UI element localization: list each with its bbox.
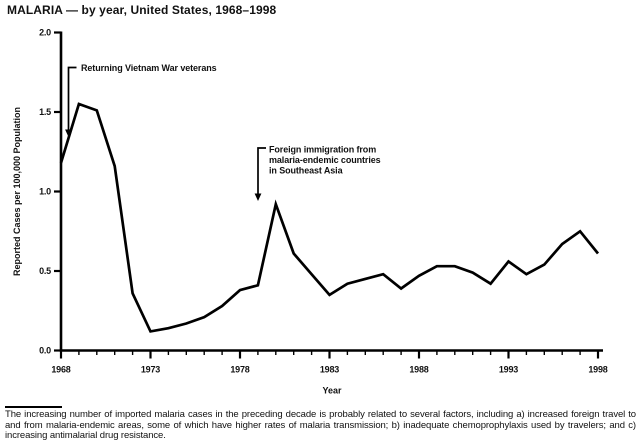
y-tick-label: 2.0 — [39, 28, 51, 38]
y-tick-label: 1.0 — [39, 187, 51, 197]
y-tick-label: 1.5 — [39, 107, 51, 117]
malaria-data-line — [59, 102, 600, 333]
x-tick-label: 1968 — [51, 365, 70, 375]
x-tick-label: 1998 — [588, 365, 607, 375]
x-tick-label: 1988 — [409, 365, 428, 375]
annotation-bracket — [257, 147, 266, 196]
annotation-text: Foreign immigration from — [269, 145, 376, 155]
y-tick-label: 0.0 — [39, 346, 51, 356]
y-tick-label: 0.5 — [39, 266, 51, 276]
annotation-text: in Southeast Asia — [269, 166, 344, 176]
footnote: The increasing number of imported malari… — [5, 406, 636, 442]
x-tick-label: 1973 — [141, 365, 160, 375]
annotation-arrowhead — [254, 193, 262, 201]
x-tick-label: 1983 — [320, 365, 339, 375]
chart-title: MALARIA — by year, United States, 1968–1… — [7, 3, 277, 17]
x-axis-title: Year — [322, 386, 342, 396]
x-tick-label: 1978 — [230, 365, 249, 375]
annotation-text: malaria-endemic countries — [269, 155, 381, 165]
y-axis-title: Reported Cases per 100,000 Population — [12, 107, 22, 276]
footnote-text: The increasing number of imported malari… — [5, 409, 636, 442]
annotation-bracket — [67, 66, 77, 132]
x-tick-label: 1993 — [499, 365, 518, 375]
footnote-rule — [5, 406, 62, 408]
annotation-text: Returning Vietnam War veterans — [81, 63, 217, 73]
malaria-line-chart: 0.0 0.5 1.0 1.5 2.0 1968 1973 1978 1983 1988 1993 1… — [12, 28, 608, 396]
annotation-arrowhead — [65, 129, 72, 137]
